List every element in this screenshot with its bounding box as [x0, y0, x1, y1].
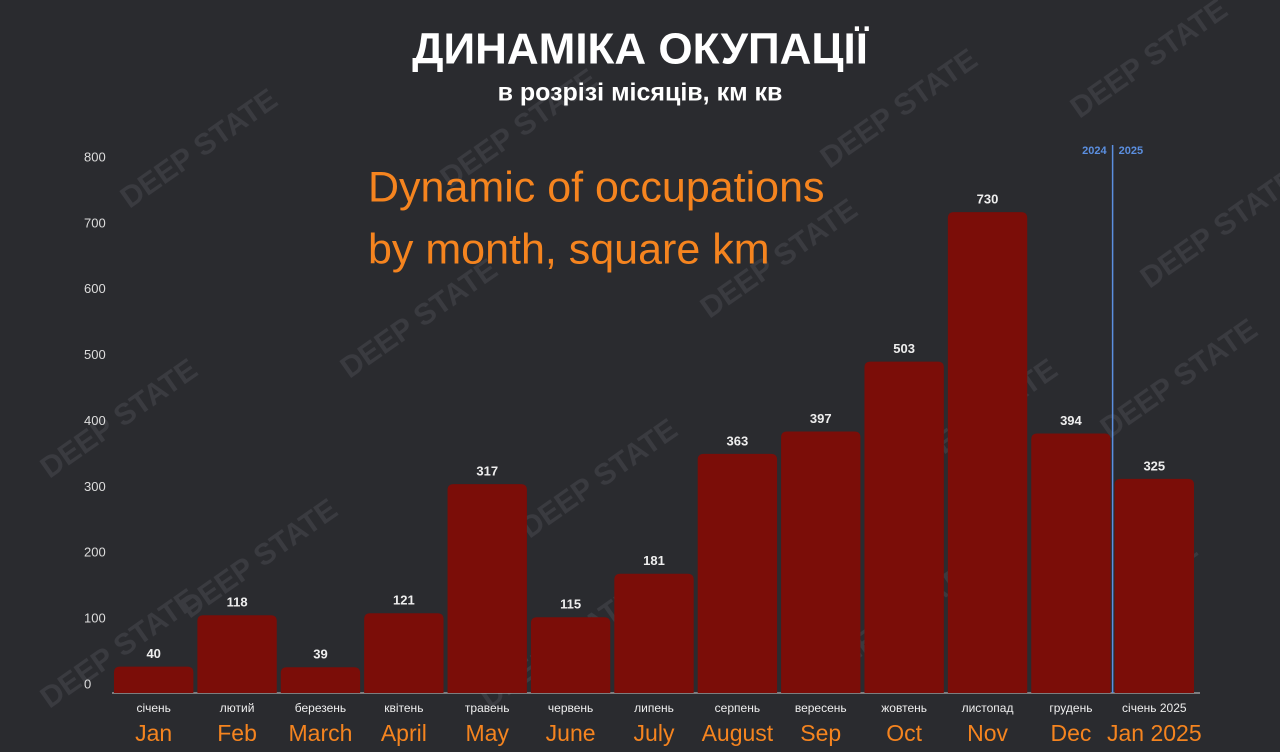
value-label: 121 — [393, 593, 415, 608]
x-tick-label-translated: Jan 2025 — [1107, 720, 1202, 746]
x-tick-label: січень — [136, 701, 170, 715]
x-tick-label: травень — [465, 701, 510, 715]
value-label: 730 — [977, 192, 999, 207]
value-label: 181 — [643, 553, 665, 568]
y-tick-label: 700 — [84, 215, 106, 230]
x-tick-label: грудень — [1049, 701, 1092, 715]
x-tick-label-translated: Nov — [967, 720, 1008, 746]
value-label: 394 — [1060, 413, 1082, 428]
value-label: 118 — [227, 595, 248, 610]
y-tick-label: 200 — [84, 545, 106, 560]
bar — [530, 617, 611, 693]
x-tick-label-translated: Jan — [135, 720, 172, 746]
value-label: 39 — [313, 647, 327, 662]
bar — [614, 573, 694, 693]
x-tick-label: березень — [295, 701, 346, 715]
y-tick-label: 800 — [84, 149, 106, 164]
bar — [280, 667, 361, 693]
chart-title: ДИНАМІКА ОКУПАЦІЇ — [412, 25, 870, 74]
x-tick-label-translated: April — [381, 720, 427, 746]
annotation: Dynamic of occupations — [368, 163, 825, 211]
x-tick-label-translated: Sep — [800, 720, 841, 746]
value-label: 325 — [1143, 458, 1165, 473]
y-tick-label: 100 — [84, 611, 106, 626]
x-tick-label-translated: Oct — [886, 720, 922, 746]
x-tick-label: лютий — [220, 701, 255, 715]
value-label: 397 — [810, 411, 832, 426]
y-tick-label: 500 — [84, 347, 106, 362]
x-tick-label: квітень — [384, 701, 423, 715]
bar — [864, 361, 944, 693]
x-tick-label-translated: Dec — [1050, 720, 1091, 746]
x-tick-label-translated: July — [634, 720, 675, 746]
value-label: 317 — [476, 464, 498, 479]
bar — [947, 212, 1028, 694]
bar — [697, 453, 778, 693]
annotation: by month, square km — [368, 225, 770, 273]
bar — [447, 484, 527, 693]
x-tick-label: серпень — [715, 701, 760, 715]
x-tick-label-translated: August — [702, 720, 774, 746]
y-tick-label: 600 — [84, 281, 106, 296]
value-label: 115 — [560, 597, 581, 612]
chart-subtitle: в розрізі місяців, км кв — [498, 79, 783, 107]
x-tick-label: жовтень — [881, 701, 927, 715]
x-tick-label-translated: March — [289, 720, 353, 746]
bar — [1031, 433, 1111, 693]
x-tick-label-translated: Feb — [217, 720, 257, 746]
x-tick-label-translated: May — [466, 720, 510, 746]
value-label: 363 — [727, 433, 749, 448]
value-label: 503 — [893, 341, 915, 356]
year-label: 2025 — [1119, 145, 1143, 157]
y-tick-label: 400 — [84, 413, 106, 428]
x-tick-label: вересень — [795, 701, 847, 715]
x-tick-label: листопад — [962, 701, 1014, 715]
year-label: 2024 — [1082, 145, 1107, 157]
y-tick-label: 300 — [84, 479, 106, 494]
bar — [781, 431, 861, 693]
x-tick-label: липень — [634, 701, 674, 715]
bar — [114, 666, 194, 693]
x-tick-label-translated: June — [546, 720, 596, 746]
bar — [1114, 478, 1194, 693]
value-label: 40 — [146, 646, 160, 661]
x-tick-label: січень 2025 — [1122, 701, 1187, 715]
bar — [364, 613, 444, 693]
x-tick-label: червень — [548, 701, 593, 715]
bar — [197, 615, 277, 693]
y-tick-label: 0 — [84, 676, 91, 691]
